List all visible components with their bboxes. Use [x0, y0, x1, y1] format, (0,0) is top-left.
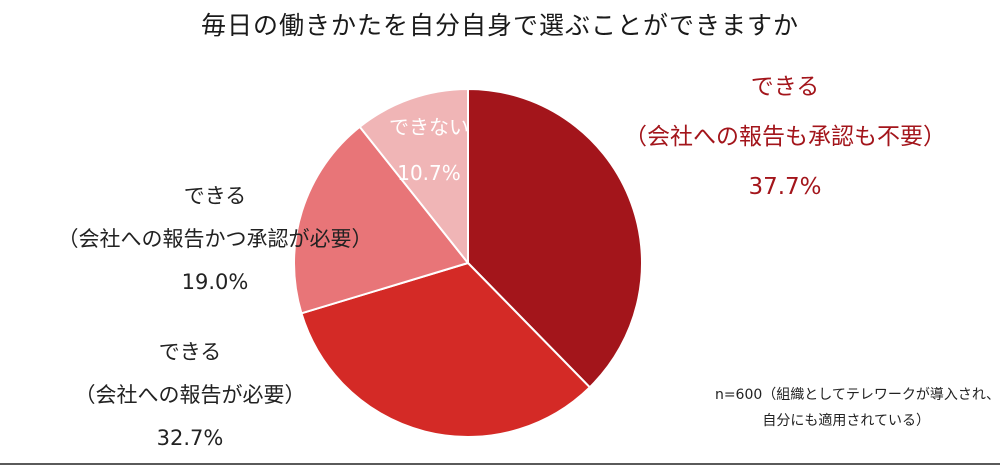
slice-value-label: 37.7% [748, 174, 822, 200]
slice-label-yes-approval-required: できる （会社への報告かつ承認が必要） 19.0% [20, 175, 410, 304]
footnote-line: 自分にも適用されている） [762, 413, 930, 429]
pie-slice-3 [358, 88, 469, 264]
chart-title: 毎日の働きかたを自分自身で選ぶことができますか [200, 11, 799, 40]
pie-slice-0 [467, 88, 643, 389]
slice-label-line: （会社への報告も承認も不要） [624, 124, 946, 150]
slice-label-line: （会社への報告が必要） [74, 383, 306, 407]
slice-value-label: 10.7% [397, 161, 461, 185]
slice-label-line: できる [183, 184, 247, 208]
slice-label-line: できる [158, 340, 222, 364]
pie-slice-2 [293, 125, 469, 315]
slice-label-line: できる [750, 74, 820, 100]
slice-label-line: （会社への報告かつ承認が必要） [57, 227, 373, 251]
slice-label-yes-report-required: できる （会社への報告が必要） 32.7% [20, 331, 360, 460]
slice-value-label: 32.7% [156, 426, 224, 450]
sample-size-footnote: n=600（組織としてテレワークが導入され、 自分にも適用されている） [640, 382, 1000, 434]
pie-inside-labels: できない 10.7% [389, 115, 469, 185]
slice-label-line: できない [389, 115, 469, 139]
pie-slices [293, 88, 643, 438]
slice-label-yes-no-approval: できる （会社への報告も承認も不要） 37.7% [575, 62, 995, 212]
slice-value-label: 19.0% [181, 270, 249, 294]
footnote-line: n=600（組織としてテレワークが導入され、 [714, 387, 1000, 403]
bottom-divider [0, 463, 1000, 465]
pie-slice-1 [300, 262, 591, 438]
